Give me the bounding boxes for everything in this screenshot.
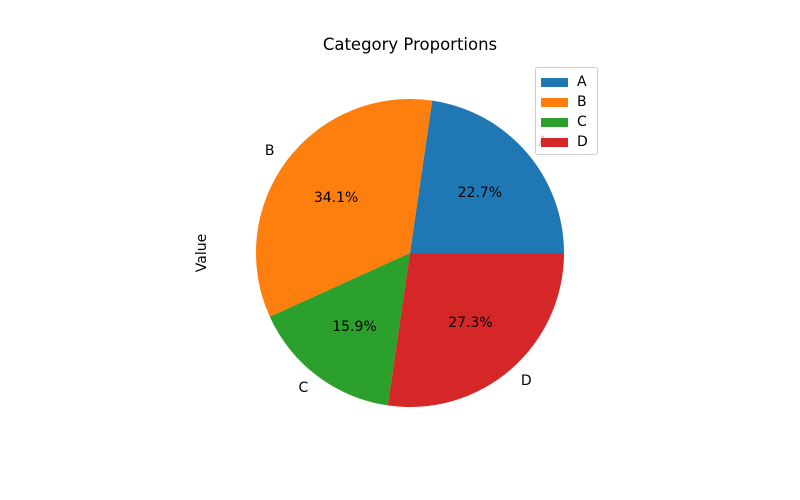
legend-label-a: A: [577, 74, 587, 90]
legend-label-c: C: [577, 114, 587, 130]
legend-item-b: B: [541, 92, 597, 112]
legend-item-d: D: [541, 132, 597, 152]
pie-slice-d: [387, 253, 564, 408]
legend-swatch-c: [541, 117, 568, 127]
legend-label-b: B: [577, 94, 587, 110]
percent-label-a: 22.7%: [457, 184, 503, 201]
legend-swatch-b: [541, 97, 568, 107]
slice-label-b: B: [264, 143, 275, 160]
slice-label-d: D: [520, 373, 532, 390]
pie-slice-a: [410, 100, 564, 253]
percent-label-b: 34.1%: [313, 189, 359, 206]
percent-label-c: 15.9%: [332, 318, 377, 335]
percent-label-d: 27.3%: [448, 314, 493, 331]
slice-label-c: C: [298, 380, 309, 397]
pie-slice-c: [269, 253, 410, 406]
legend-item-c: C: [541, 112, 597, 132]
legend-swatch-a: [541, 77, 568, 87]
pie-slice-b: [255, 98, 433, 317]
legend-item-a: A: [541, 72, 597, 92]
legend-swatch-d: [541, 137, 568, 147]
legend-label-d: D: [577, 134, 588, 150]
chart-title: Category Proportions: [322, 35, 498, 54]
